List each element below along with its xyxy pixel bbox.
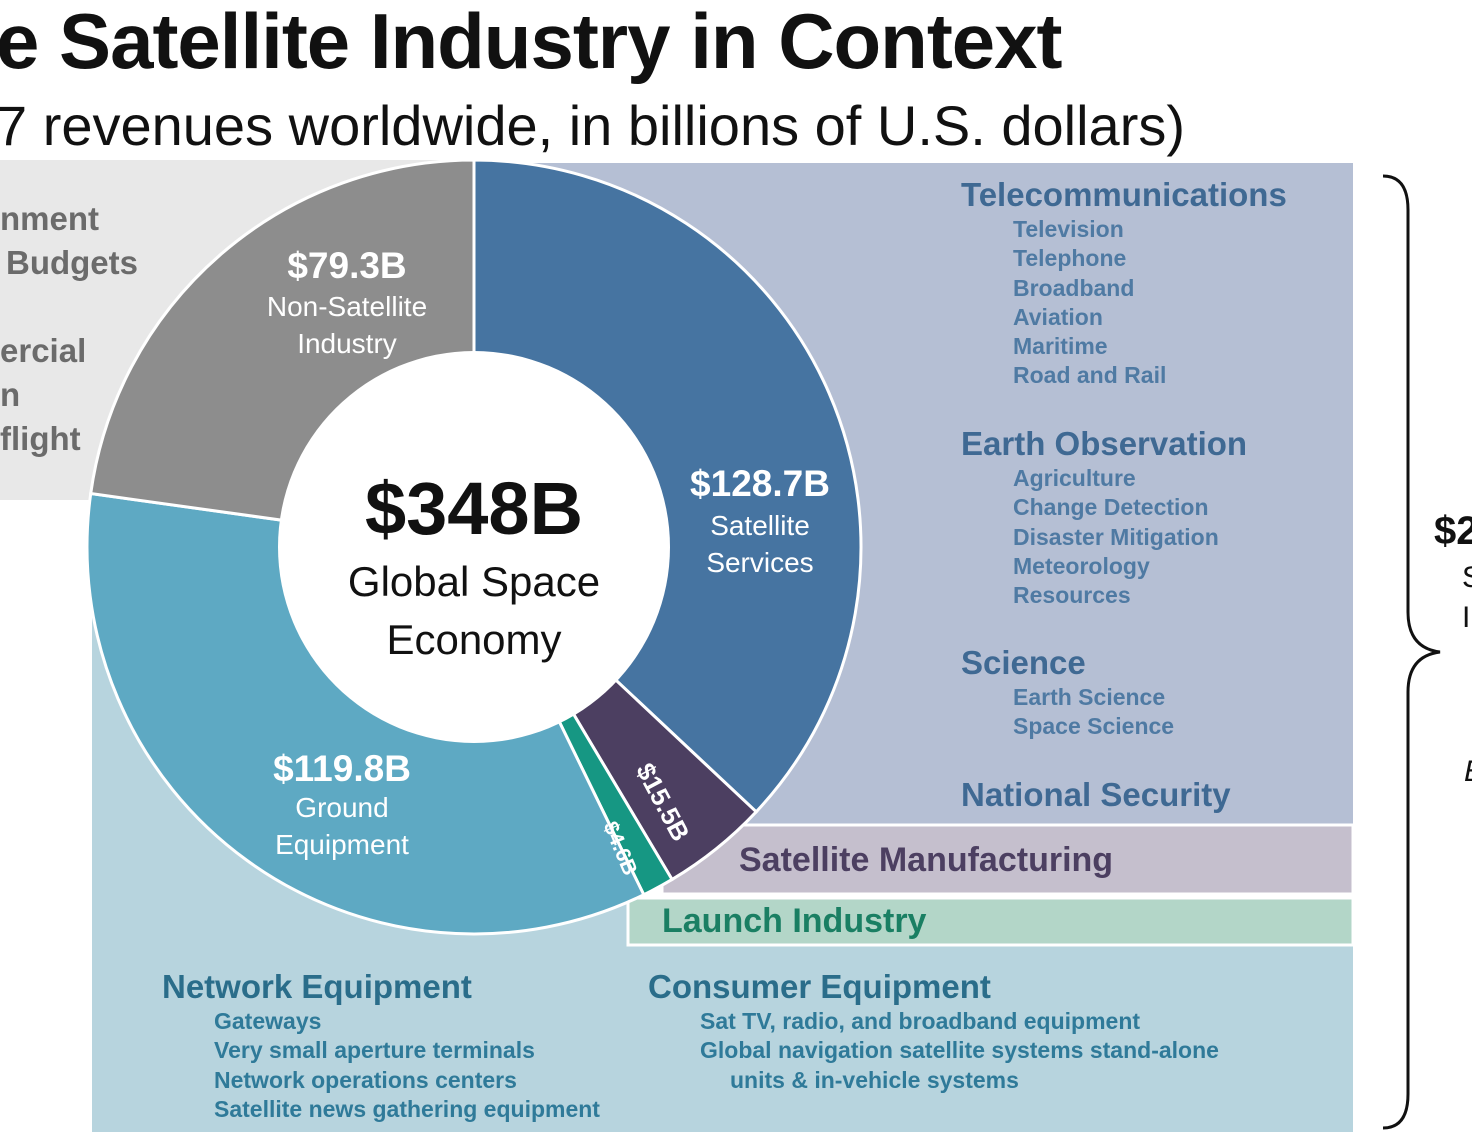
science-item-space-science: Space Science (1013, 713, 1175, 740)
eo-item-resources: Resources (1013, 582, 1131, 609)
network-item-noc: Network operations centers (214, 1066, 517, 1093)
ground-equipment-value-label: $119.8B (273, 748, 411, 789)
consumer-item-gnss: Global navigation satellite systems stan… (700, 1037, 1219, 1064)
donut-hole (278, 351, 670, 743)
brace-label-line-2: I (1462, 601, 1471, 634)
donut-slice-satellite-services (472, 158, 863, 814)
center-label-line-1: Global Space (347, 558, 601, 605)
telecom-item-road-and-rail: Road and Rail (1013, 362, 1167, 389)
telecom-item-maritime: Maritime (1013, 333, 1108, 360)
national-security-title: National Security (961, 776, 1231, 813)
brace-shape (1382, 174, 1441, 1130)
consumer-equipment-title: Consumer Equipment (648, 968, 991, 1005)
eo-item-change-detection: Change Detection (1013, 494, 1209, 521)
non-satellite-name-line-2: Industry (297, 328, 397, 359)
ground-panel-right (628, 945, 1353, 1132)
page-subtitle: 7 revenues worldwide, in billions of U.S… (0, 94, 1185, 157)
government-label-1: nment (0, 200, 99, 237)
science-item-earth-science: Earth Science (1013, 684, 1166, 710)
telecom-item-aviation: Aviation (1013, 303, 1103, 330)
ground-equipment-name-line-1: Ground (295, 792, 389, 823)
eo-item-agriculture: Agriculture (1013, 465, 1136, 491)
page-title: e Satellite Industry in Context (0, 0, 1063, 85)
center-label-line-2: Economy (386, 616, 562, 663)
consumer-item-sat-tv: Sat TV, radio, and broadband equipment (700, 1008, 1141, 1034)
science-title: Science (961, 644, 1086, 681)
brace-extra-label: E (1464, 752, 1472, 793)
government-label-4: n (0, 376, 21, 413)
earth-observation-title: Earth Observation (961, 425, 1248, 462)
center-total-value: $348B (364, 467, 584, 550)
satellite-services-name-line-1: Satellite (710, 510, 810, 541)
network-item-vsat: Very small aperture terminals (214, 1037, 535, 1064)
network-item-sng: Satellite news gathering equipment (214, 1095, 600, 1122)
manufacturing-band-label: Satellite Manufacturing (739, 841, 1114, 879)
donut-slice-ground-equipment (85, 491, 646, 936)
telecommunications-group: Telecommunications Television Telephone … (961, 178, 1287, 391)
network-item-gateways: Gateways (214, 1008, 322, 1034)
launch-band-label: Launch Industry (662, 902, 927, 940)
brace-label-line-1: S (1462, 558, 1472, 599)
consumer-equipment-group: Consumer Equipment Sat TV, radio, and br… (648, 970, 1219, 1095)
network-equipment-group: Network Equipment Gateways Very small ap… (162, 970, 600, 1124)
eo-item-meteorology: Meteorology (1013, 552, 1150, 579)
satellite-services-value-label: $128.7B (690, 463, 830, 504)
earth-observation-group: Earth Observation Agriculture Change Det… (961, 427, 1247, 610)
launch-band (626, 896, 1355, 947)
ground-equipment-name-line-2: Equipment (275, 829, 409, 860)
government-label-2: Budgets (6, 244, 138, 281)
consumer-item-gnss-continued: units & in-vehicle systems (730, 1066, 1019, 1093)
telecommunications-title: Telecommunications (961, 176, 1287, 213)
telecom-item-broadband: Broadband (1013, 274, 1135, 301)
non-satellite-name-line-1: Non-Satellite (266, 291, 428, 322)
science-group: Science Earth Science Space Science (961, 646, 1174, 742)
government-label-5: flight (0, 420, 81, 457)
telecom-item-telephone: Telephone (1013, 245, 1127, 272)
non-satellite-value-label: $79.3B (287, 245, 407, 286)
network-equipment-title: Network Equipment (162, 968, 472, 1005)
satellite-services-name-line-2: Services (706, 547, 814, 578)
brace-total-value: $2 (1434, 509, 1472, 553)
manufacturing-band (660, 823, 1355, 896)
government-label-3: ercial (0, 332, 87, 369)
eo-item-disaster-mitigation: Disaster Mitigation (1013, 523, 1219, 550)
telecom-item-television: Television (1013, 216, 1124, 242)
